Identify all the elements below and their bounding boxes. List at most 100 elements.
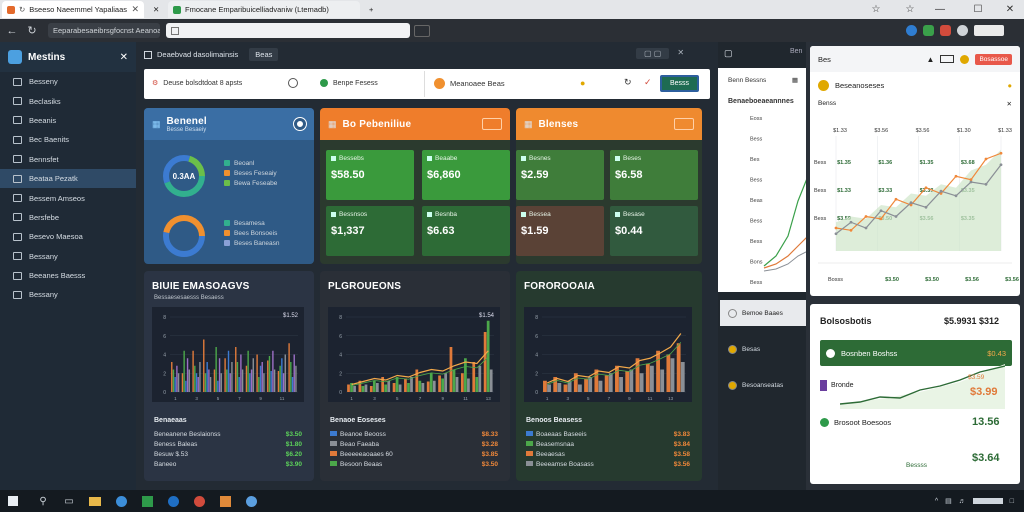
right-line-chart: Eoss Bess Bes Bess Beas Bess Bess Bons Bess (750, 116, 808, 286)
sidebar-item[interactable]: Bessany (0, 285, 136, 304)
reload-icon[interactable]: ↻ (27, 25, 37, 37)
search-field[interactable] (166, 23, 410, 38)
sidebar-item[interactable]: Beeanis (0, 111, 136, 130)
sidebar-item[interactable]: Bec Baenits (0, 130, 136, 149)
extension-icon[interactable] (923, 25, 934, 36)
sidebar-item[interactable]: Bessany (0, 247, 136, 266)
lightbulb-icon[interactable]: ● (1007, 80, 1012, 90)
maximize-button[interactable]: ☐ (973, 4, 983, 15)
bar (291, 377, 294, 392)
legend-label: Beses Feseaiy (234, 169, 277, 177)
kpi-tile[interactable]: Beses $6.58 (610, 150, 698, 200)
extension-icon[interactable] (940, 25, 951, 36)
radio-icon[interactable] (288, 78, 298, 88)
summary-green-row[interactable]: Bosnben Boshss $0.43 (820, 340, 1012, 366)
sidebar-item[interactable]: Bersfebe (0, 208, 136, 227)
alert-icon[interactable] (960, 54, 970, 64)
overlay-title: Bes (818, 54, 831, 64)
close-icon[interactable]: ✕ (131, 4, 139, 14)
sidebar-item[interactable]: Bessem Amseos (0, 188, 136, 207)
profile-button[interactable] (974, 25, 1004, 36)
sidebar-item[interactable]: Beataa Pezatk (0, 168, 136, 189)
toolbar-button[interactable]: Besss (660, 75, 700, 92)
menu-icon[interactable] (414, 24, 430, 37)
expand-icon[interactable] (482, 118, 502, 130)
bar (656, 350, 660, 392)
pin-icon[interactable]: ✓ (644, 77, 652, 87)
grid-icon[interactable]: ▦ (791, 77, 798, 84)
sidebar-header: Mestins ✕ (0, 42, 136, 72)
kpi-tile[interactable]: Bessnsos $1,337 (326, 206, 414, 256)
url-field[interactable]: Eeparabesaeibrsgfocnst Aeanoa (48, 23, 160, 38)
account-icon[interactable] (957, 25, 968, 36)
store-icon[interactable] (214, 490, 236, 512)
bulb-icon[interactable]: ● (580, 78, 586, 88)
table-row: Beeaesas $3.58 (526, 449, 690, 459)
sidebar-item[interactable]: Besseny (0, 72, 136, 91)
summary-row-1[interactable]: Bronde (820, 380, 854, 391)
kpi-tile[interactable]: Besase $0.44 (610, 206, 698, 256)
sidebar-item[interactable]: Beclasiks (0, 91, 136, 110)
kpi-tile[interactable]: Beaabe $6,860 (422, 150, 510, 200)
extension-icon[interactable] (906, 25, 917, 36)
close-icon[interactable]: ✕ (677, 48, 685, 57)
browser-tab-active[interactable]: ↻ Bseeso Naeemmel Yapaliaas ✕ (2, 1, 144, 18)
panel-icon[interactable]: ▢ (724, 48, 733, 58)
sidebar-item[interactable]: Besevo Maesoa (0, 227, 136, 246)
kpi-tile[interactable]: Bessea $1.59 (516, 206, 604, 256)
y-tick-label: 2 (339, 371, 342, 377)
task-view-icon[interactable]: ▭ (64, 495, 74, 507)
window-close-button[interactable]: ✕ (1005, 4, 1015, 15)
start-icon[interactable] (2, 490, 24, 512)
clock[interactable] (972, 498, 1003, 504)
kpi-tile[interactable]: Bessebs $58.50 (326, 150, 414, 200)
overlay-badge[interactable]: Bosassoe (975, 53, 1012, 65)
donut-segment (163, 215, 205, 257)
right-list-item[interactable]: Besas (720, 336, 806, 362)
bookmark-icon[interactable]: ☆ (871, 4, 881, 15)
bar (432, 380, 436, 392)
summary-row-2[interactable]: Brosoot Boesoos (820, 418, 891, 427)
media-icon[interactable] (188, 490, 210, 512)
star-icon[interactable]: ☆ (905, 4, 915, 15)
volume-icon[interactable]: ♬ (958, 497, 966, 505)
x-tick-label: 7 (419, 396, 422, 401)
close-tab-button[interactable]: ✕ (148, 1, 164, 18)
right-list-item[interactable]: Besoanseatas (720, 372, 806, 398)
refresh-icon: ↻ (19, 5, 26, 14)
back-arrow-icon[interactable]: ← (6, 24, 18, 37)
browser-icon[interactable] (110, 490, 132, 512)
row-value: $3.28 (481, 440, 498, 448)
search-icon[interactable]: ⚲ (39, 495, 47, 507)
chevron-up-icon[interactable]: ^ (934, 497, 939, 505)
network-icon[interactable]: ▤ (945, 498, 952, 505)
toolbar-filter[interactable]: Benpe Fesess (320, 79, 378, 87)
refresh-icon[interactable]: ↻ (624, 77, 632, 87)
browser-tab[interactable]: Fmocane Emparibuicelliadvaniw (Ltemadb) (168, 1, 360, 18)
close-icon[interactable]: ✕ (119, 51, 128, 63)
minimize-button[interactable]: — (935, 4, 945, 15)
right-list-item[interactable]: Bemoe Baaes (720, 300, 806, 326)
summary-sparkline (840, 364, 1005, 409)
mail-icon[interactable] (162, 490, 184, 512)
folder-icon[interactable] (84, 490, 106, 512)
panel-foot-title: Benaoe Eoseses (330, 417, 386, 424)
info-icon[interactable] (294, 118, 306, 130)
pin-icon[interactable]: ▲ (926, 54, 935, 64)
notification-icon[interactable]: □ (1009, 497, 1014, 505)
window-icon[interactable]: ▢ ▢ (636, 48, 670, 59)
expand-icon[interactable] (674, 118, 694, 130)
sidebar-item[interactable]: Beeanes Baesss (0, 266, 136, 285)
header-button[interactable]: Beas (249, 48, 279, 61)
battery-icon[interactable] (940, 55, 955, 63)
close-icon[interactable]: ✕ (1006, 101, 1012, 108)
chrome-icon[interactable] (240, 490, 262, 512)
new-tab-button[interactable]: + (364, 1, 378, 18)
app-icon[interactable] (136, 490, 158, 512)
kpi-tile[interactable]: Besnba $6.63 (422, 206, 510, 256)
sidebar-item[interactable]: Bennsfet (0, 150, 136, 169)
row-label: Beness Baleas (154, 440, 198, 448)
kpi-tile[interactable]: Besnes $2.59 (516, 150, 604, 200)
toolbar-right[interactable]: Meanoaee Beas (434, 78, 505, 89)
bar (224, 358, 226, 392)
